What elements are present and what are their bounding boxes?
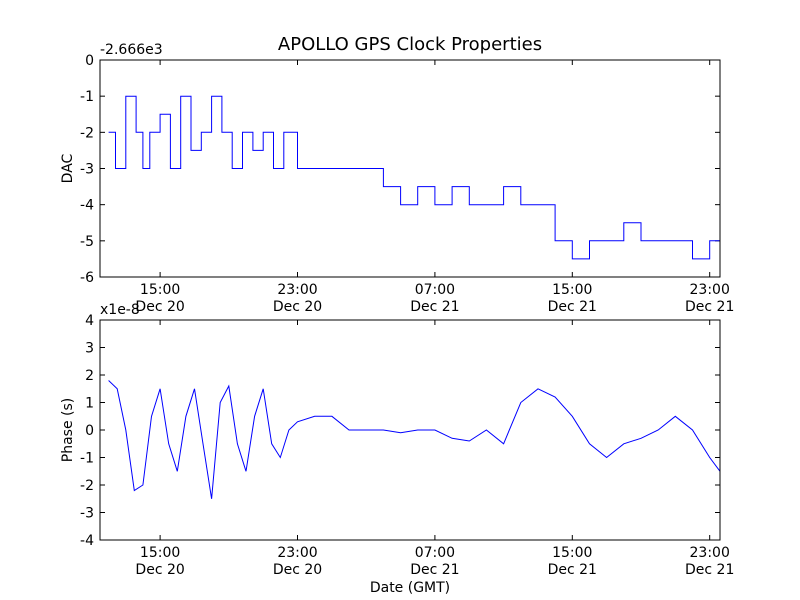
dac-axes-frame <box>99 59 721 278</box>
phase-y-axis-label: Phase (s) <box>60 398 76 462</box>
phase-y-tick-label: -3 <box>80 506 94 522</box>
phase-x-tick-date: Dec 21 <box>685 562 734 578</box>
phase-y-tick-label: 1 <box>85 396 94 412</box>
phase-y-tick-label: 4 <box>85 313 94 329</box>
dac-y-axis-label: DAC <box>60 153 76 183</box>
dac-y-tick-label: -1 <box>80 89 94 105</box>
phase-x-axis-label: Date (GMT) <box>370 580 450 596</box>
dac-y-tick-label: -5 <box>80 234 94 250</box>
dac-y-tick-label: -6 <box>80 270 94 286</box>
dac-x-tick-date: Dec 21 <box>410 299 459 315</box>
dac-x-tick-time: 23:00 <box>277 282 317 298</box>
dac-offset-label: -2.666e3 <box>100 42 163 58</box>
phase-series-line <box>108 380 721 499</box>
phase-x-tick-time: 07:00 <box>415 545 455 561</box>
phase-x-tick-time: 23:00 <box>277 545 317 561</box>
dac-x-tick-time: 15:00 <box>552 282 592 298</box>
phase-y-tick-label: 0 <box>85 423 94 439</box>
phase-y-tick-label: -4 <box>80 533 94 549</box>
dac-x-tick-time: 15:00 <box>140 282 180 298</box>
chart-title: APOLLO GPS Clock Properties <box>278 34 542 55</box>
phase-x-tick-time: 23:00 <box>690 545 730 561</box>
dac-x-tick-date: Dec 21 <box>548 299 597 315</box>
dac-y-tick-label: -2 <box>80 125 94 141</box>
phase-x-tick-time: 15:00 <box>140 545 180 561</box>
dac-x-tick-time: 23:00 <box>690 282 730 298</box>
dac-x-tick-date: Dec 20 <box>135 299 184 315</box>
dac-x-tick-date: Dec 21 <box>685 299 734 315</box>
phase-x-tick-date: Dec 20 <box>135 562 184 578</box>
phase-y-tick-label: -2 <box>80 478 94 494</box>
phase-axes-frame <box>99 319 721 541</box>
phase-offset-label: x1e-8 <box>100 302 140 318</box>
phase-y-tick-label: 3 <box>85 341 94 357</box>
dac-x-tick-date: Dec 20 <box>273 299 322 315</box>
phase-x-tick-date: Dec 20 <box>273 562 322 578</box>
dac-y-tick-label: -3 <box>80 162 94 178</box>
dac-series-line <box>108 95 721 260</box>
dac-x-tick-time: 07:00 <box>415 282 455 298</box>
dac-y-tick-label: -4 <box>80 198 94 214</box>
phase-y-tick-label: 2 <box>85 368 94 384</box>
phase-x-tick-time: 15:00 <box>552 545 592 561</box>
phase-x-tick-date: Dec 21 <box>548 562 597 578</box>
phase-y-tick-label: -1 <box>80 451 94 467</box>
dac-y-tick-label: 0 <box>85 53 94 69</box>
phase-x-tick-date: Dec 21 <box>410 562 459 578</box>
